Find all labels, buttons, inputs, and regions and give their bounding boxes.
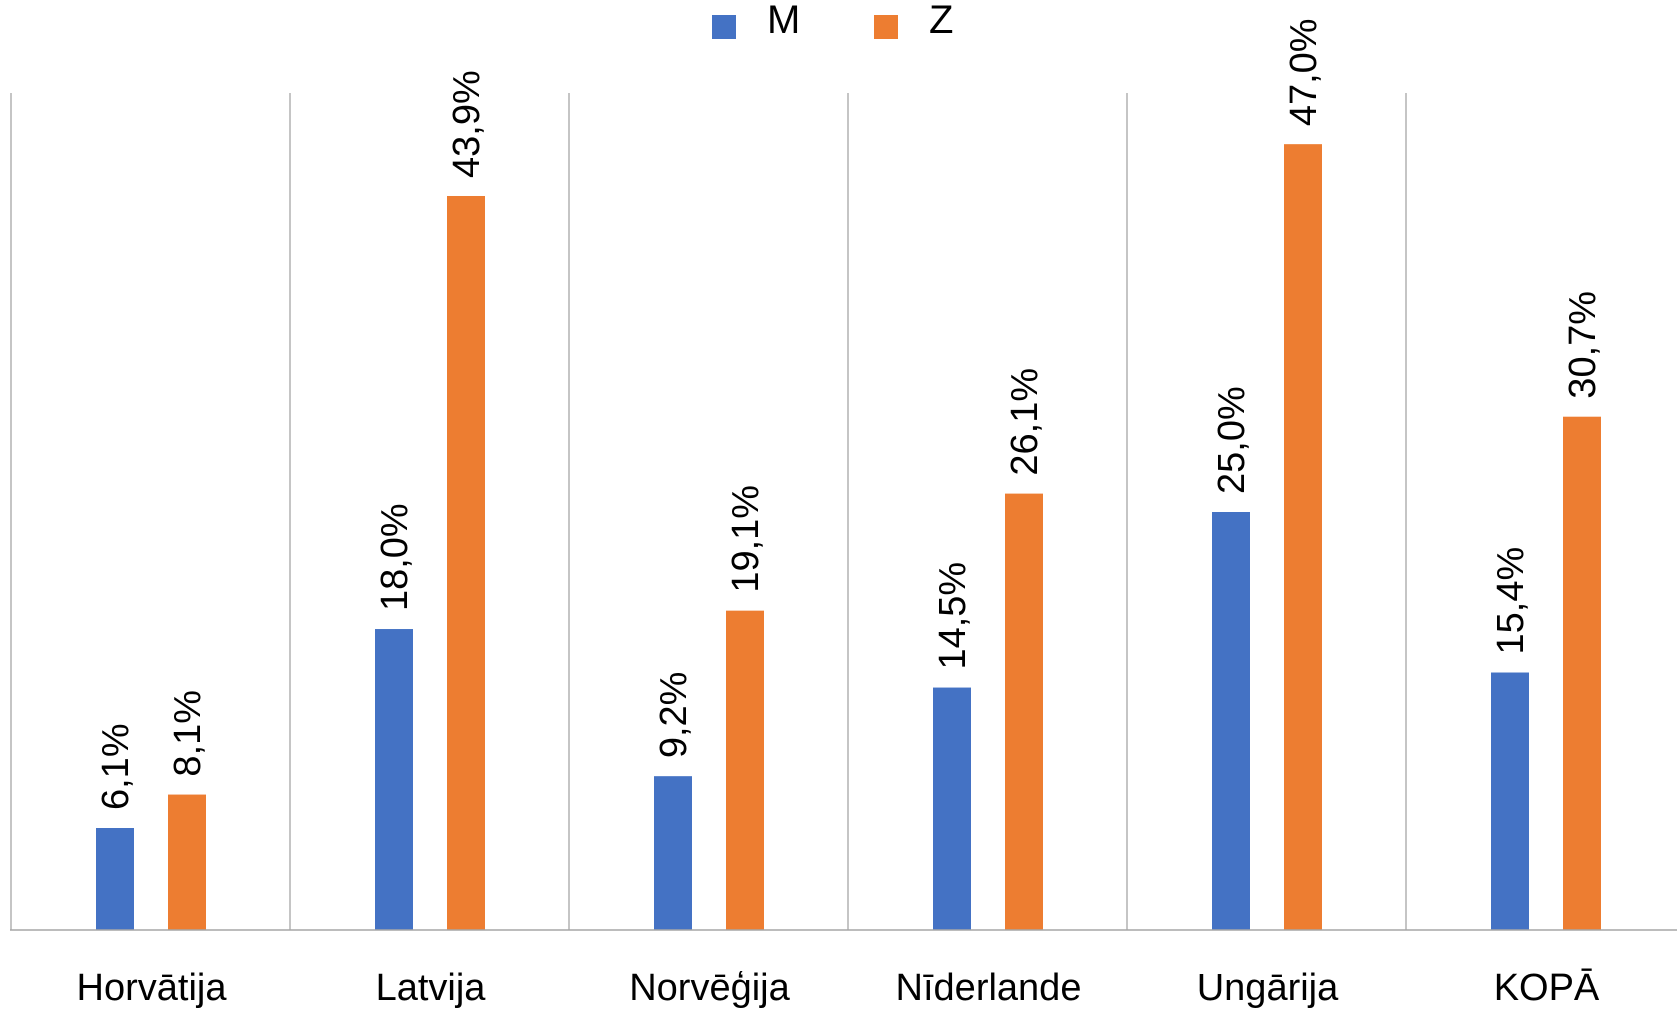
bar-z-2 [726,610,764,930]
data-label-m-4: 25,0% [1211,386,1253,494]
legend-swatch-m [712,15,736,39]
x-tick-label-4: Ungārija [1197,967,1339,1009]
data-labels: 6,1% 8,1% 18,0% 43,9% 9,2% 19,1% 14,5% 26,1% 25,… [95,18,1604,810]
legend-swatch-z [874,15,898,39]
bar-z-0 [168,794,206,930]
data-label-z-0: 8,1% [167,690,209,777]
data-label-m-2: 9,2% [653,672,695,759]
x-tick-label-0: Horvātija [77,967,228,1009]
bar-m-0 [96,828,134,930]
data-label-m-1: 18,0% [374,503,416,611]
x-tick-label-1: Latvija [376,967,487,1009]
bar-z-1 [447,195,485,930]
legend-label-z: Z [929,0,953,42]
x-tick-label-5: KOPĀ [1494,967,1600,1009]
category-separators [10,93,1407,930]
bar-m-1 [375,629,413,930]
x-axis-tick-labels: Horvātija Latvija Norvēģija Nīderlande Ungār… [77,967,1600,1009]
data-label-z-2: 19,1% [725,485,767,593]
bar-series [96,144,1601,930]
bar-z-5 [1563,416,1601,930]
data-label-m-0: 6,1% [95,723,137,810]
bar-m-5 [1491,672,1529,930]
bar-m-4 [1212,512,1250,930]
x-tick-label-3: Nīderlande [896,967,1082,1009]
data-label-z-1: 43,9% [446,70,488,178]
x-tick-label-2: Norvēģija [629,967,790,1009]
data-label-z-4: 47,0% [1283,18,1325,126]
bar-z-3 [1005,493,1043,930]
legend-label-m: M [767,0,800,42]
data-label-m-5: 15,4% [1490,547,1532,655]
data-label-m-3: 14,5% [932,562,974,670]
data-label-z-3: 26,1% [1004,368,1046,476]
bar-m-3 [933,687,971,930]
bar-z-4 [1284,144,1322,930]
data-label-z-5: 30,7% [1562,291,1604,399]
bar-m-2 [654,776,692,930]
